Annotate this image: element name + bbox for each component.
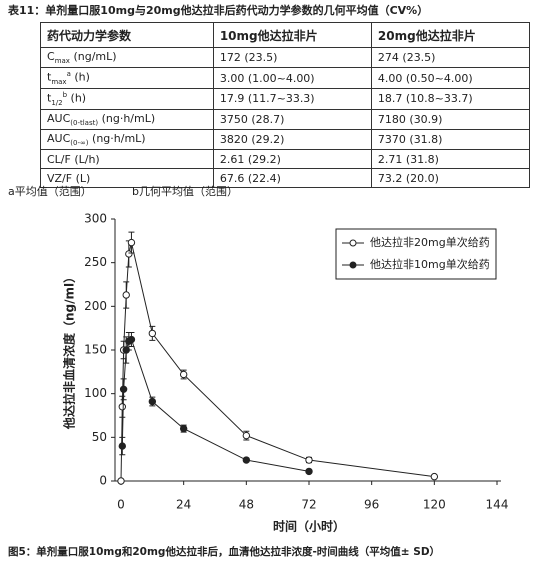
y-tick-label: 0 — [99, 474, 107, 488]
param-part: t — [47, 70, 52, 84]
param-part: C — [47, 50, 55, 63]
x-tick-label: 72 — [301, 498, 316, 512]
data-point — [242, 431, 251, 440]
y-tick-label: 50 — [92, 430, 107, 444]
x-tick-label: 24 — [176, 498, 191, 512]
param-part: b — [62, 91, 68, 100]
value-cell: 7370 (31.8) — [370, 129, 531, 151]
row: AUC(0-tlast) (ng·h/mL) 3750 (28.7) 7180 (3… — [40, 108, 531, 131]
param-cell: t1/2b (h) — [40, 88, 214, 110]
header-cell: 20mg他达拉非片 — [370, 22, 531, 48]
param-part: (0-tlast) — [70, 119, 99, 128]
y-tick-label: 200 — [84, 299, 107, 313]
value-cell: 67.6 (22.4) — [212, 168, 372, 189]
header-cell: 10mg他达拉非片 — [212, 22, 372, 48]
x-tick-label: 0 — [117, 498, 125, 512]
legend-label: 他达拉非10mg单次给药 — [370, 257, 490, 271]
y-tick-label: 250 — [84, 255, 107, 269]
param-part: CL/F (L/h) — [47, 152, 100, 166]
value-cell: 2.61 (29.2) — [212, 149, 372, 170]
param-part: (h) — [70, 70, 90, 84]
data-point — [127, 238, 136, 247]
param-cell: AUC(0-tlast) (ng·h/mL) — [40, 108, 214, 131]
data-point — [118, 403, 127, 411]
param-part: a — [66, 70, 71, 79]
value-cell: 274 (23.5) — [370, 46, 531, 69]
data-point — [122, 291, 130, 299]
data-point — [148, 397, 157, 406]
x-tick-label: 96 — [364, 498, 379, 512]
param-part: (0-∞) — [70, 139, 89, 148]
legend-box — [335, 228, 497, 280]
value-cell: 17.9 (11.7~33.3) — [212, 88, 372, 110]
data-point — [179, 370, 188, 379]
param-part: max — [51, 78, 67, 87]
param-part: (ng/mL) — [69, 50, 117, 63]
row: Cmax (ng/mL) 172 (23.5) 274 (23.5) — [40, 46, 531, 69]
pk-table: 药代动力学参数 10mg他达拉非片 20mg他达拉非片 Cmax (ng/mL) 172… — [40, 22, 531, 189]
row: AUC(0-∞) (ng·h/mL) 3820 (29.2) 7370 (31.8) — [40, 129, 531, 151]
param-part: (h) — [67, 91, 87, 105]
param-part: (ng·h/mL) — [98, 111, 156, 125]
row: VZ/F (L) 67.6 (22.4) 73.2 (20.0) — [40, 168, 531, 189]
header-row: 药代动力学参数 10mg他达拉非片 20mg他达拉非片 — [40, 22, 531, 48]
value-cell: 7180 (30.9) — [370, 108, 531, 131]
param-part: VZ/F (L) — [47, 171, 91, 185]
data-point — [117, 477, 125, 485]
table-title: 表11：单剂量口服10mg与20mg他达拉非后药代动力学参数的几何平均值（CV%… — [8, 4, 429, 17]
data-point — [119, 385, 128, 393]
param-cell: Cmax (ng/mL) — [40, 46, 214, 69]
data-point — [118, 442, 127, 450]
header-cell: 药代动力学参数 — [40, 22, 214, 48]
caption: 图5：单剂量口服10mg和20mg他达拉非后，血清他达拉非浓度-时间曲线（平均值… — [8, 545, 440, 558]
param-part: (ng·h/mL) — [88, 132, 146, 146]
param-cell: VZ/F (L) — [40, 168, 214, 189]
legend-label: 他达拉非20mg单次给药 — [370, 235, 490, 249]
x-tick-label: 48 — [239, 498, 254, 512]
data-point — [127, 335, 136, 344]
param-part: 1/2 — [51, 98, 63, 107]
x-tick-label: 120 — [423, 498, 446, 512]
x-tick-label: 144 — [486, 498, 509, 512]
row: CL/F (L/h) 2.61 (29.2) 2.71 (31.8) — [40, 149, 531, 170]
param-part: AUC — [47, 111, 71, 125]
note: b几何平均值（范围） — [132, 185, 238, 198]
param-cell: AUC(0-∞) (ng·h/mL) — [40, 129, 214, 151]
param-part: AUC — [47, 132, 71, 146]
x-axis-label: 时间（小时） — [273, 519, 345, 534]
y-tick-label: 150 — [84, 343, 107, 357]
y-axis-label: 他达拉非血清浓度（ng/ml） — [62, 271, 77, 430]
value-cell: 4.00 (0.50~4.00) — [370, 67, 531, 90]
value-cell: 172 (23.5) — [212, 46, 372, 69]
data-point — [242, 456, 251, 464]
data-point — [179, 424, 188, 433]
y-tick-label: 300 — [84, 212, 107, 226]
data-point — [148, 329, 157, 338]
legend-marker — [349, 239, 357, 247]
row: t1/2b (h) 17.9 (11.7~33.3) 18.7 (10.8~33.7… — [40, 88, 531, 110]
legend-marker — [349, 261, 357, 269]
data-point — [430, 472, 439, 481]
note: a平均值（范围） — [8, 185, 92, 198]
data-point — [305, 456, 313, 464]
param-part: max — [54, 57, 70, 66]
y-tick-label: 100 — [84, 386, 107, 400]
data-point — [125, 250, 133, 258]
data-point — [305, 467, 313, 476]
param-part: t — [47, 91, 52, 105]
value-cell: 73.2 (20.0) — [370, 168, 531, 189]
param-cell: tmaxa (h) — [40, 67, 214, 90]
